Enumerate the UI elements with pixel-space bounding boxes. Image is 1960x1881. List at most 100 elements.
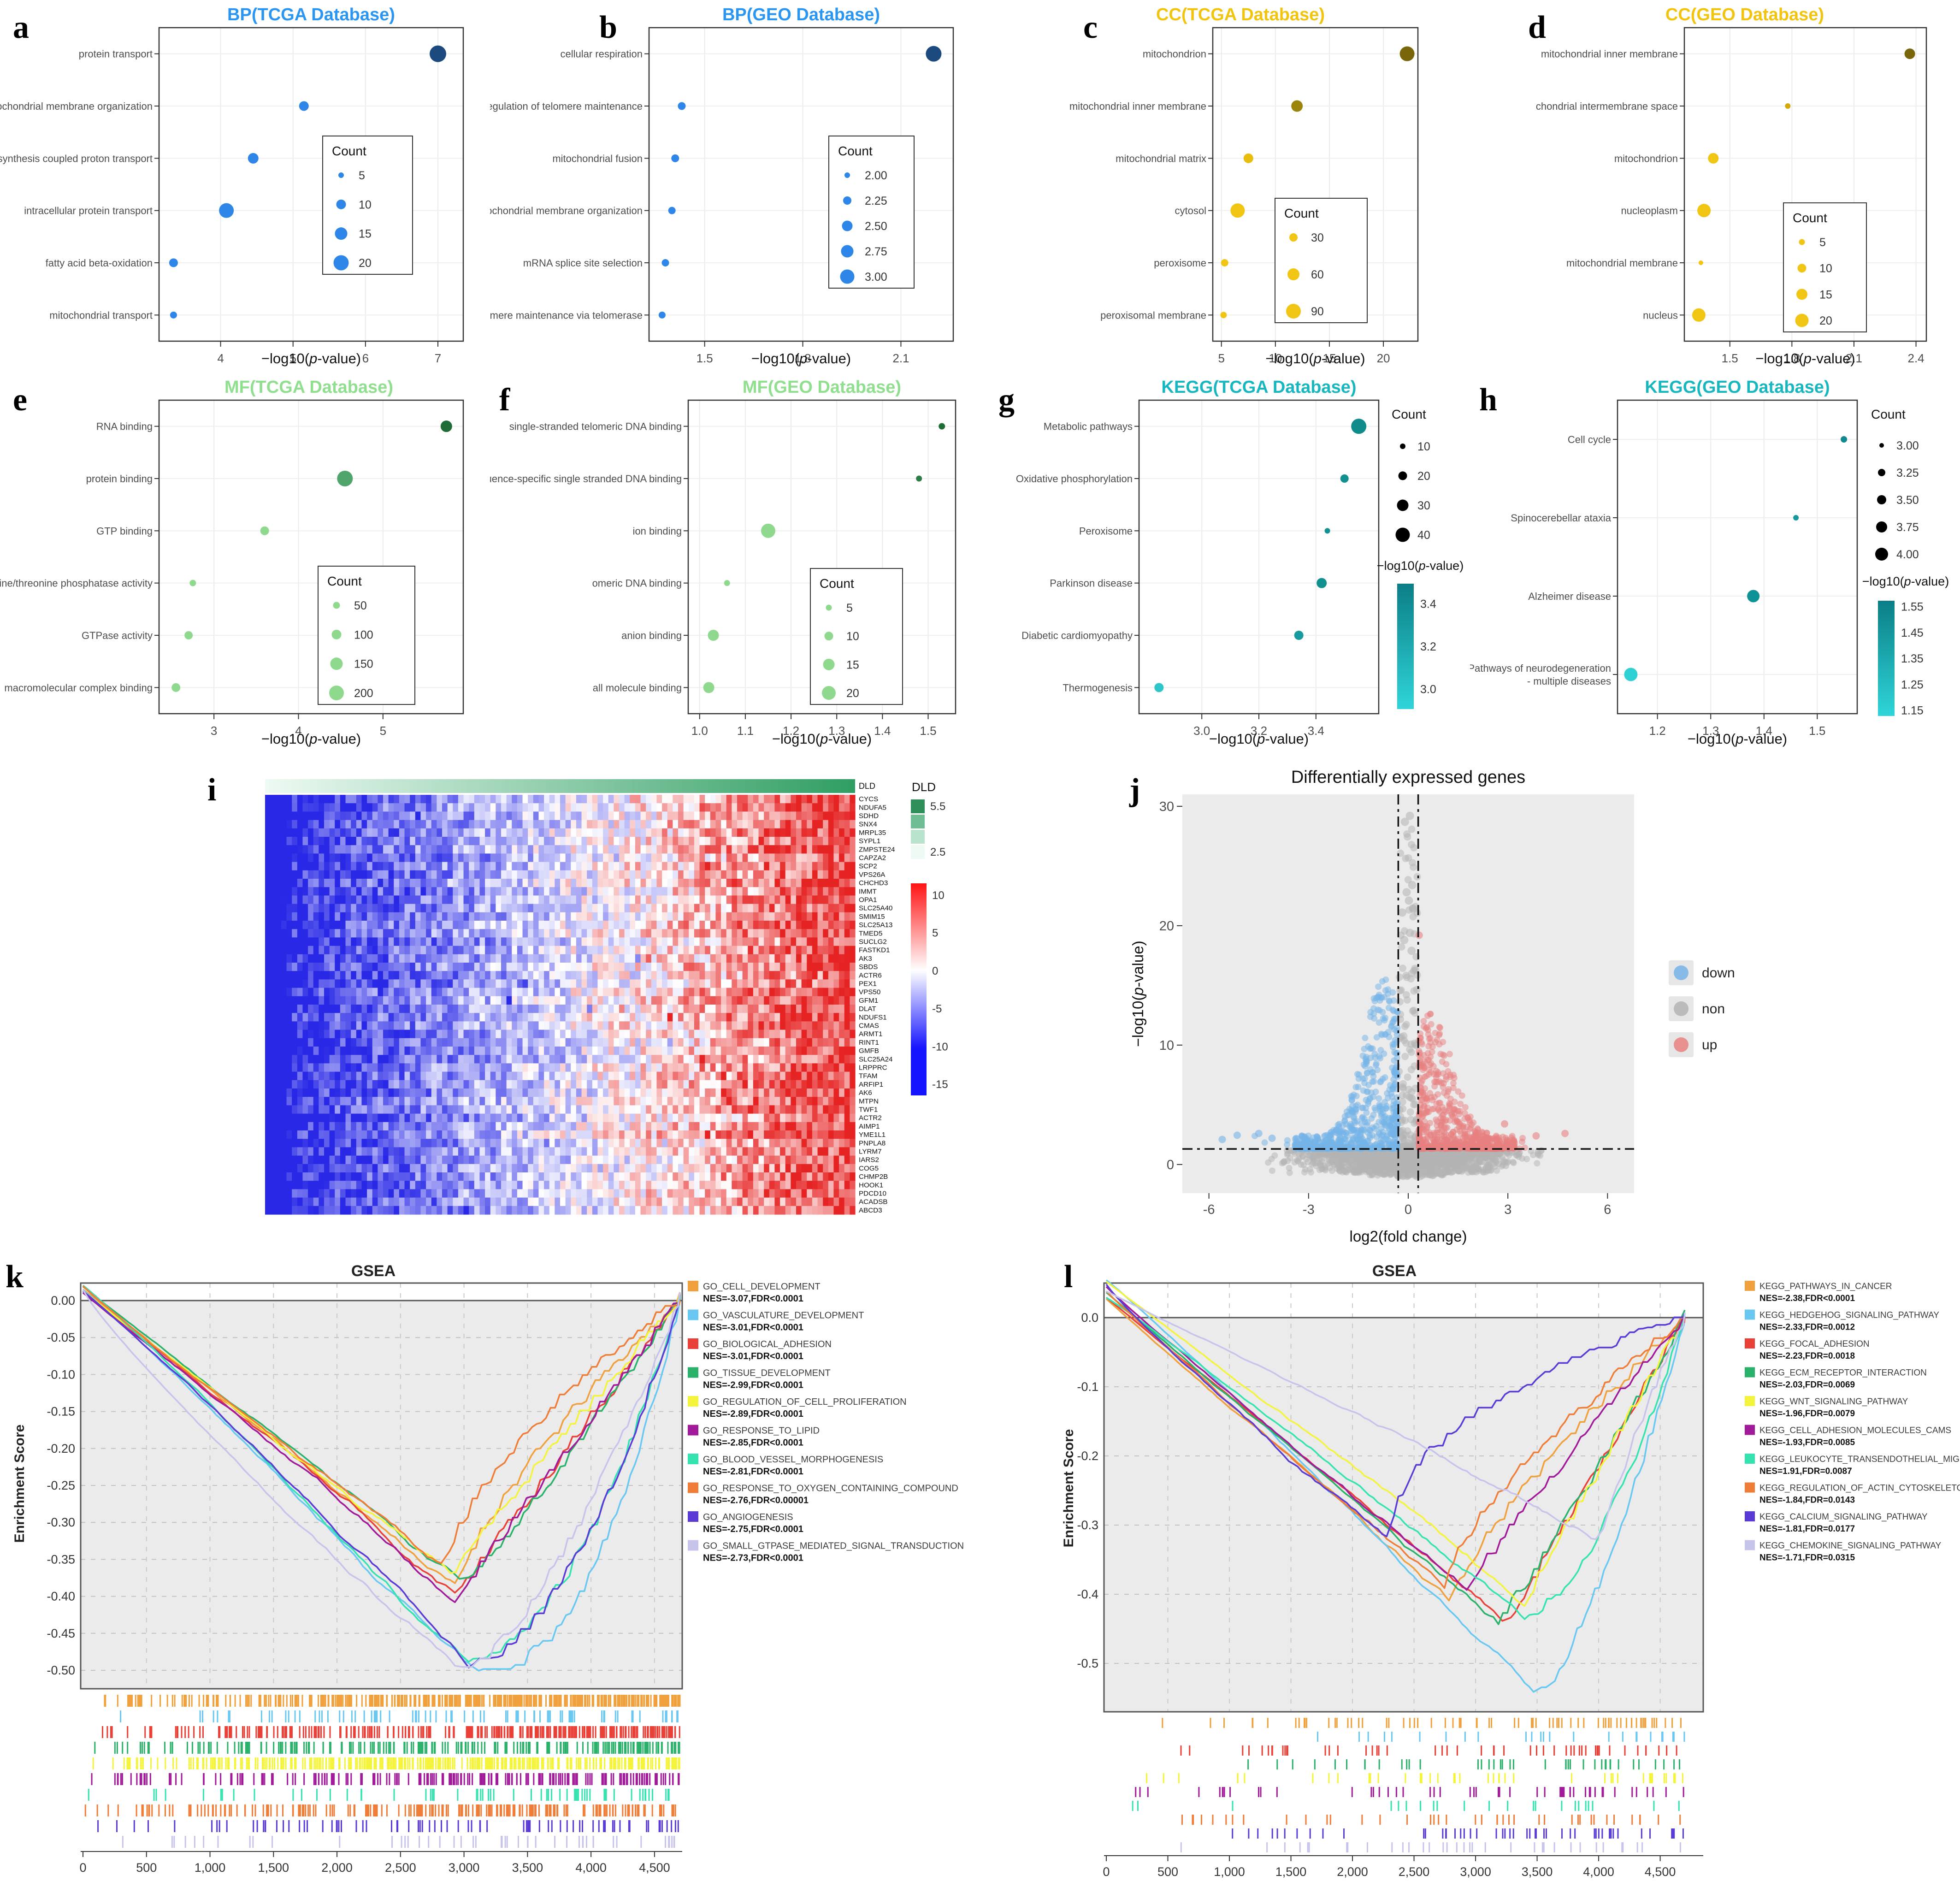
legend-series-stats: NES=-3.07,FDR<0.0001: [703, 1294, 803, 1304]
gene-label: VPS50: [859, 988, 880, 996]
es-curve-2: [82, 1289, 681, 1672]
category-label: Spinocerebellar ataxia: [1511, 512, 1611, 524]
legend-dot: [333, 255, 349, 271]
data-point: [1324, 528, 1330, 534]
legend-swatch: [688, 1367, 698, 1378]
category-label: nucleoplasm: [1621, 205, 1678, 217]
panel-title: GSEA: [351, 1262, 396, 1280]
gene-label: ACTR6: [859, 971, 882, 979]
legend-label: 50: [354, 599, 367, 612]
legend-series-name: GO_ANGIOGENESIS: [703, 1512, 793, 1522]
x-axis-label: −log10(p-value): [1265, 350, 1365, 367]
gene-label: TWF1: [859, 1106, 878, 1114]
legend-label: 10: [359, 198, 372, 211]
gene-label: AK6: [859, 1089, 872, 1097]
data-point: [299, 101, 309, 111]
category-label: Pathways of neurodegeneration: [1470, 662, 1611, 674]
legend-label: 10: [1417, 440, 1430, 453]
expression-colorbar-label: 10: [932, 889, 945, 902]
data-point: [916, 475, 922, 482]
x-tick-label: 0: [1103, 1865, 1110, 1879]
x-axis-label: −log10(p-value): [261, 731, 361, 747]
legend-label: 20: [359, 257, 372, 270]
legend-dot: [1398, 471, 1407, 480]
y-tick-label: 30: [1159, 799, 1174, 814]
es-curve-4: [82, 1286, 681, 1580]
legend-dot: [843, 196, 851, 205]
gene-label: AK3: [859, 955, 872, 963]
legend-dot: [336, 199, 346, 209]
panel-letter-k: k: [6, 1259, 24, 1295]
x-tick-label: 1.8: [794, 351, 811, 365]
gene-label: CYCS: [859, 795, 878, 803]
legend-label: 2.50: [865, 220, 887, 233]
legend-label: 2.75: [865, 245, 887, 258]
gene-label: ZMPSTE24: [859, 846, 895, 853]
gene-label: PDCD10: [859, 1190, 886, 1198]
category-label: mitochondrial ATP synthesis coupled prot…: [0, 153, 153, 164]
gene-label: IMMT: [859, 887, 877, 895]
legend-label: 30: [1417, 499, 1430, 512]
legend-label: 15: [359, 228, 372, 241]
legend-dot: [826, 604, 832, 611]
es-curve-9: [1105, 1284, 1686, 1538]
es-tick-label: -0.10: [47, 1367, 75, 1381]
x-axis-label: −log10(p-value): [751, 350, 851, 367]
es-tick-label: -0.25: [47, 1479, 75, 1492]
panel-title: MF(GEO Database): [743, 378, 901, 397]
legend-swatch: [1745, 1482, 1755, 1493]
b-chart: b BP(GEO Database) 1.5 1.8 2.1 cellular respi…: [490, 5, 954, 367]
colorbar-label: 3.2: [1420, 640, 1436, 653]
legend-series-stats: NES=-2.89,FDR<0.0001: [703, 1409, 803, 1419]
gene-label: AIMP1: [859, 1123, 880, 1130]
x-tick-label: 2.4: [1907, 351, 1924, 365]
category-label: cellular respiration: [560, 48, 643, 60]
x-tick-label: 0: [1405, 1202, 1412, 1217]
x-tick-label: 4,500: [639, 1861, 670, 1875]
legend-series-stats: NES=-1.71,FDR=0.0315: [1759, 1553, 1855, 1563]
legend-label: 10: [846, 630, 859, 643]
dld-legend-swatch: [911, 830, 925, 844]
gene-label: SCP2: [859, 863, 877, 870]
legend-series-stats: NES=-2.33,FDR=0.0012: [1759, 1323, 1855, 1332]
panel-title: BP(TCGA Database): [227, 5, 395, 24]
legend-swatch: [1745, 1281, 1755, 1291]
legend-series-stats: NES=-2.73,FDR<0.0001: [703, 1553, 803, 1563]
gene-label: LRPPRC: [859, 1064, 887, 1072]
x-tick-label: 1.0: [691, 724, 708, 738]
legend-dot: [840, 269, 855, 284]
data-point: [1294, 631, 1304, 640]
y-tick-label: 0: [1167, 1158, 1174, 1172]
legend-title: Count: [1392, 407, 1426, 421]
legend-series-name: GO_SMALL_GTPASE_MEDIATED_SIGNAL_TRANSDUC…: [703, 1541, 964, 1551]
data-point: [1220, 312, 1227, 319]
panel-letter-c: c: [1083, 10, 1098, 45]
data-point: [184, 631, 193, 639]
category-label: mitochondrial inner membrane: [1541, 48, 1678, 60]
x-tick-label: 1.1: [737, 724, 754, 738]
category-label: anion binding: [621, 630, 682, 641]
category-label: protein transport: [79, 48, 153, 60]
legend-dot: [329, 686, 344, 700]
es-tick-label: -0.20: [47, 1442, 75, 1455]
legend-dot: [1287, 268, 1299, 280]
category-label: telomere maintenance via telomerase: [490, 309, 643, 321]
es-tick-label: -0.05: [47, 1331, 75, 1344]
panel-k-gsea-go: k GSEA Enrichment Score 0.00 -0.05 -0.10 -0.15…: [0, 1258, 1056, 1881]
x-tick-label: 1.5: [1722, 351, 1738, 365]
data-point: [1793, 515, 1799, 521]
panel-h-kegg-geo-dotplot: h KEGG(GEO Database) 1.2 1.3 1.4 1.5 Cell cycl…: [1470, 373, 1960, 751]
es-curve-9: [82, 1290, 681, 1668]
colorbar: [1397, 584, 1414, 709]
data-point: [260, 526, 269, 535]
category-label: mitochondrion: [1143, 48, 1206, 60]
legend-dot: [1795, 314, 1809, 327]
legend-swatch: [1745, 1511, 1755, 1521]
colorbar-label: 3.4: [1420, 598, 1436, 611]
panel-a-bp-tcga-dotplot: a BP(TCGA Database) 4 5 6 7 protein transport i…: [0, 0, 490, 369]
legend-series-name: KEGG_WNT_SIGNALING_PATHWAY: [1759, 1397, 1908, 1407]
panel-e-mf-tcga-dotplot: e MF(TCGA Database) 3 4 5 RNA binding protein …: [0, 373, 490, 751]
legend-label: 2.00: [865, 169, 887, 182]
x-tick-label: 1.5: [697, 351, 713, 365]
legend-label: 40: [1417, 529, 1430, 542]
